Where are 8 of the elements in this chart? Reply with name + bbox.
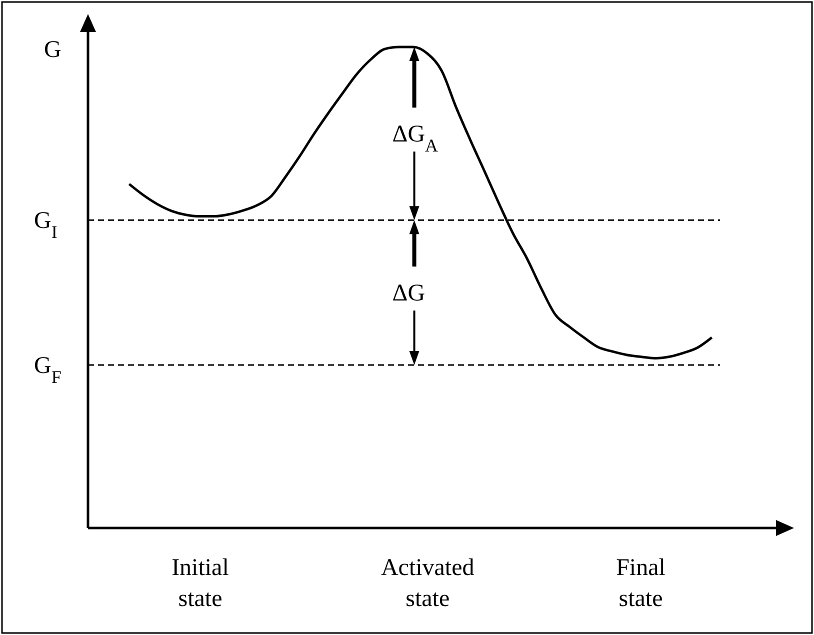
x-tick-label: Initial state (172, 555, 230, 612)
y-axis-title: G (44, 37, 62, 63)
ref-line-label: G$_{I}$ (34, 208, 58, 242)
annotation: ΔG (392, 280, 426, 307)
ref-line-label: G$_{F}$ (34, 352, 62, 387)
x-tick-label: Final state (616, 555, 666, 612)
x-tick-label: Activated state (380, 555, 474, 612)
annotation: ΔG$_{A}$ (392, 122, 438, 156)
